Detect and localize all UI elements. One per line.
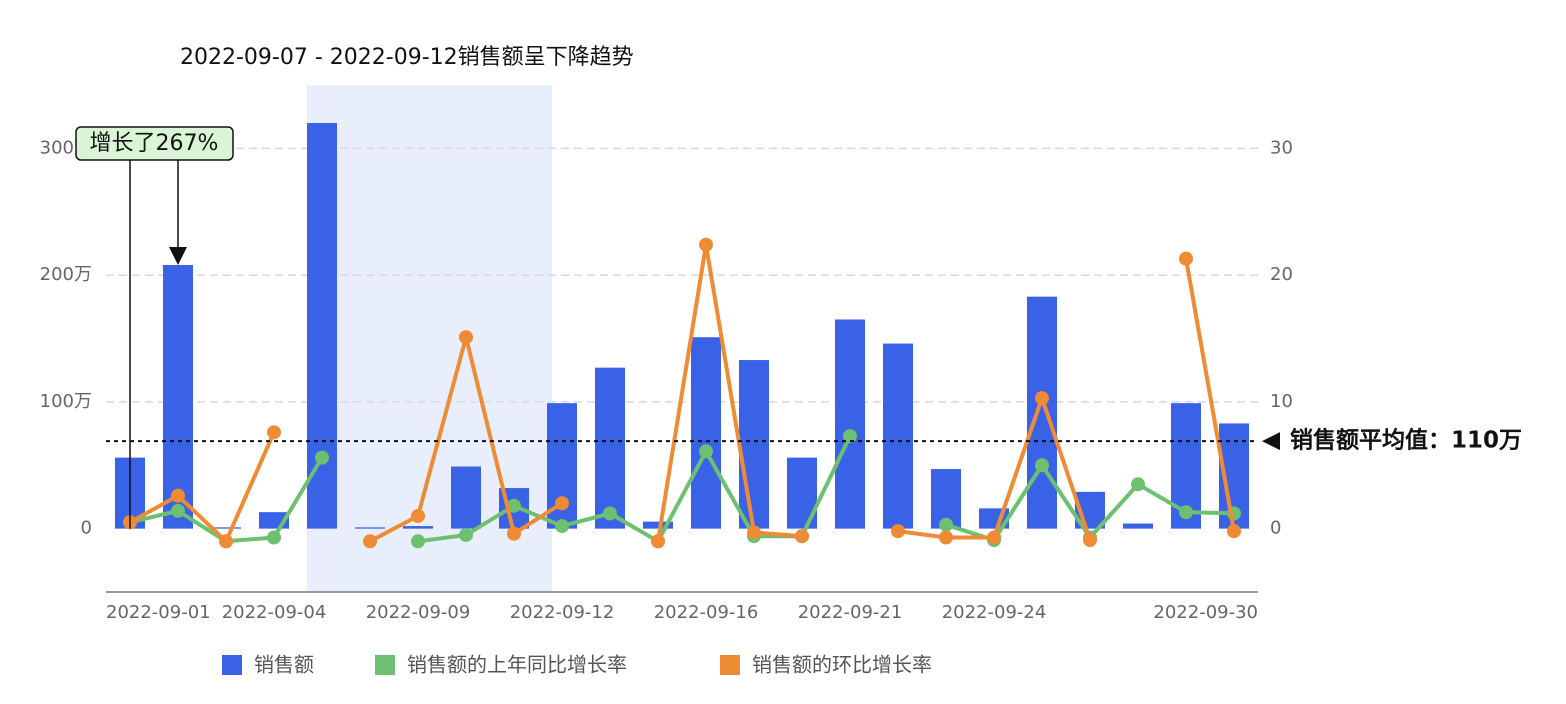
line-point: [315, 450, 329, 465]
y-tick-label: 0: [81, 518, 92, 539]
bar: [403, 526, 433, 529]
y2-tick-label: 30: [1270, 137, 1293, 158]
x-tick-label: 2022-09-16: [654, 602, 759, 623]
line-point: [699, 444, 713, 459]
line-point: [987, 530, 1001, 545]
y-tick-label: 200万: [40, 264, 92, 285]
line-point: [747, 525, 761, 540]
bar: [451, 466, 481, 529]
line-point: [1035, 458, 1049, 473]
x-tick-label: 2022-09-24: [942, 602, 1047, 623]
line-point: [555, 519, 569, 534]
x-tick-label: 2022-09-09: [366, 602, 471, 623]
line-point: [459, 330, 473, 345]
line-point: [939, 530, 953, 545]
line-point: [939, 517, 953, 532]
x-tick-label: 2022-09-21: [798, 602, 903, 623]
line-point: [171, 488, 185, 503]
line-point: [507, 526, 521, 541]
bar: [307, 123, 337, 529]
line-point: [1131, 477, 1145, 492]
line-point: [795, 529, 809, 544]
y2-tick-label: 0: [1270, 518, 1281, 539]
line-point: [1227, 524, 1241, 539]
reference-arrow: [1262, 432, 1280, 451]
bar: [1123, 523, 1153, 529]
line-point: [411, 508, 425, 523]
legend-label: 销售额的上年同比增长率: [407, 653, 627, 677]
bar: [595, 367, 625, 529]
line-point: [555, 496, 569, 511]
bar: [355, 527, 385, 529]
y2-tick-label: 20: [1270, 264, 1293, 285]
line-point: [1179, 505, 1193, 520]
line-point: [219, 534, 233, 549]
line-point: [843, 429, 857, 444]
bar: [739, 360, 769, 529]
x-tick-label: 2022-09-30: [1153, 602, 1258, 623]
line-point: [459, 527, 473, 542]
x-tick-label: 2022-09-04: [222, 602, 327, 623]
reference-label: 销售额平均值：110万: [1290, 427, 1522, 454]
line-point: [363, 534, 377, 549]
bar: [835, 319, 865, 529]
line-point: [699, 237, 713, 252]
line-point: [267, 425, 281, 440]
annotation-arrow: [169, 246, 187, 265]
x-tick-label: 2022-09-01: [106, 602, 211, 623]
line-point: [603, 506, 617, 521]
annotation-text: 增长了267%: [90, 131, 219, 156]
line-point: [171, 503, 185, 518]
y-tick-label: 100万: [40, 391, 92, 412]
legend-swatch: [222, 655, 242, 675]
bar: [1027, 296, 1057, 529]
legend-label: 销售额: [254, 653, 314, 677]
line-point: [1179, 251, 1193, 266]
line: [656, 242, 803, 542]
line: [129, 431, 276, 544]
line-point: [1083, 533, 1097, 548]
highlight-text: 2022-09-07 - 2022-09-12销售额呈下降趋势: [180, 45, 634, 70]
bar: [163, 264, 193, 529]
line-point: [411, 534, 425, 549]
bar: [211, 527, 241, 529]
line-point: [1035, 391, 1049, 406]
legend-swatch: [375, 655, 395, 675]
bar: [883, 343, 913, 529]
legend-swatch: [720, 655, 740, 675]
y2-tick-label: 10: [1270, 391, 1293, 412]
line-point: [507, 498, 521, 513]
line-point: [267, 530, 281, 545]
line-point: [891, 524, 905, 539]
line: [1184, 258, 1236, 532]
x-tick-label: 2022-09-12: [510, 602, 615, 623]
bar: [691, 337, 721, 529]
line-point: [651, 534, 665, 549]
bar: [643, 521, 673, 529]
annotation-box: [75, 126, 234, 161]
line: [129, 456, 324, 544]
legend-label: 销售额的环比增长率: [752, 653, 932, 677]
